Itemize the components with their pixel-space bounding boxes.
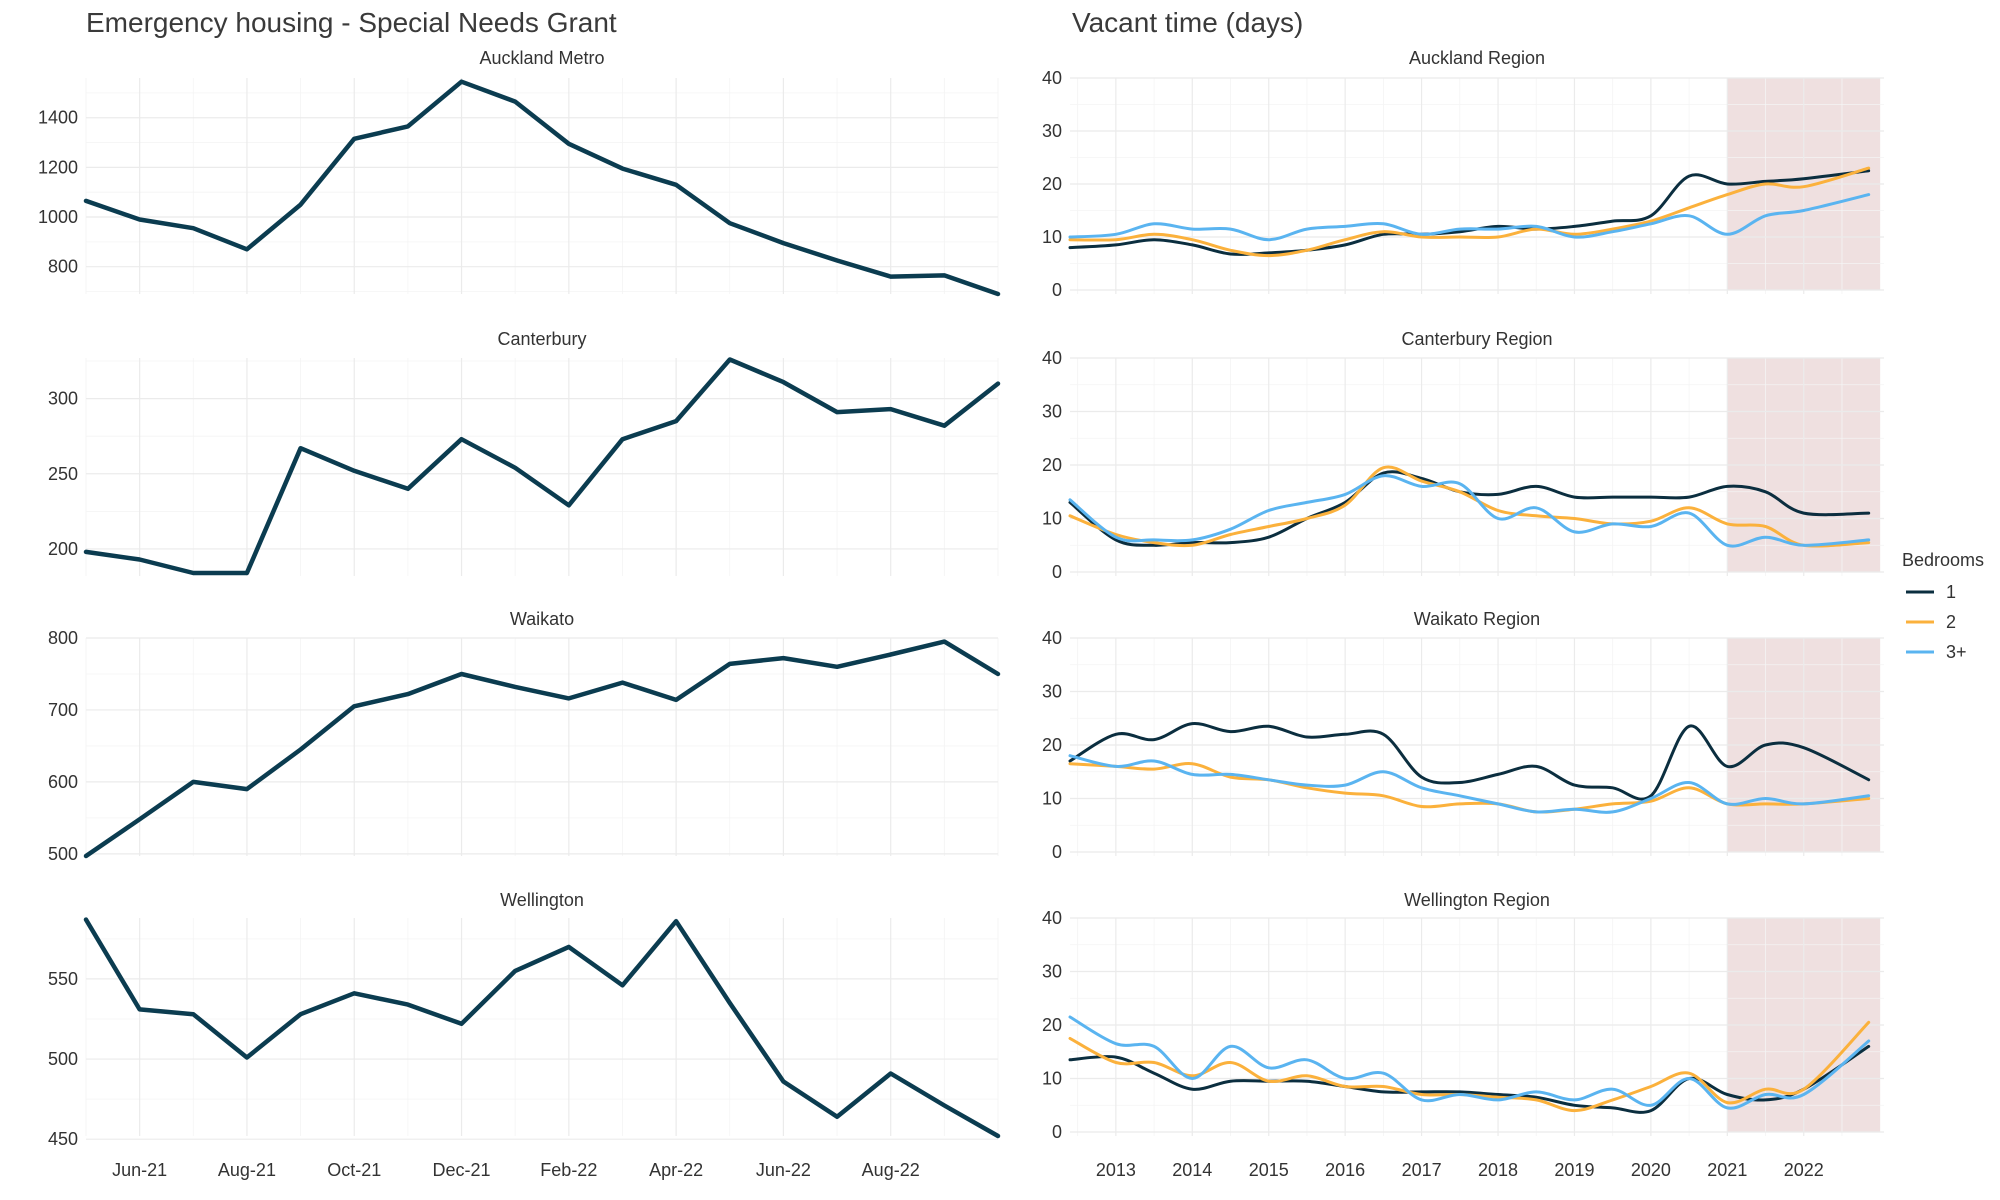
y-tick-label: 0 [1052,280,1062,300]
series-line [83,639,1001,859]
legend-label: 3+ [1946,642,1967,662]
y-tick-label: 0 [1052,1122,1062,1142]
facet-left-1: 800 1000 1200 1400 Auckland Metro [38,48,1001,297]
facet-label: Canterbury [497,329,586,349]
series-line [83,357,1001,576]
legend-item: 1 [1906,582,1956,602]
y-tick-label: 550 [48,969,78,989]
legend-item: 2 [1906,612,1956,632]
facet-label: Auckland Region [1409,48,1545,68]
y-tick-label: 10 [1042,509,1062,529]
x-tick-label: 2013 [1096,1160,1136,1180]
y-tick-label: 500 [48,1049,78,1069]
facet-left-4: 450 500 550 Wellington [48,890,1001,1149]
x-tick-label: Jun-21 [112,1160,167,1180]
x-tick-label: Aug-21 [218,1160,276,1180]
y-tick-label: 10 [1042,1069,1062,1089]
left-facets: 800 1000 1200 1400 Auckland Metro 200 250 300 Ca… [38,48,1001,1180]
x-tick-label: 2021 [1707,1160,1747,1180]
facet-label: Canterbury Region [1401,329,1552,349]
facet-right-1: 0 10 20 30 40 Auckland Region [1042,48,1884,300]
right-facets: 0 10 20 30 40 Auckland Region 0 10 20 30 40 Canterb… [1042,48,1884,1180]
y-tick-label: 800 [48,628,78,648]
x-tick-label: 2018 [1478,1160,1518,1180]
y-tick-label: 30 [1042,962,1062,982]
x-tick-label: 2022 [1784,1160,1824,1180]
series-line-1 [1068,722,1871,801]
y-tick-label: 700 [48,700,78,720]
legend-title: Bedrooms [1902,550,1984,570]
y-tick-label: 40 [1042,908,1062,928]
y-tick-label: 20 [1042,1015,1062,1035]
x-tick-label: 2014 [1172,1160,1212,1180]
y-tick-label: 40 [1042,628,1062,648]
x-tick-label: 2016 [1325,1160,1365,1180]
series-line [83,79,1001,297]
x-tick-label: Jun-22 [756,1160,811,1180]
x-tick-label: Oct-21 [327,1160,381,1180]
facet-right-4: 0 10 20 30 40 Wellington Region [1042,890,1884,1142]
facet-right-2: 0 10 20 30 40 Canterbury Region [1042,329,1884,582]
x-tick-label: 2017 [1402,1160,1442,1180]
y-tick-label: 20 [1042,455,1062,475]
y-tick-label: 450 [48,1129,78,1149]
facet-label: Auckland Metro [479,48,604,68]
facet-label: Wellington [500,890,584,910]
legend: Bedrooms 1 2 3+ [1902,550,1984,662]
x-tick-label: Aug-22 [862,1160,920,1180]
x-tick-label: 2019 [1554,1160,1594,1180]
y-tick-label: 30 [1042,682,1062,702]
legend-label: 2 [1946,612,1956,632]
y-tick-label: 20 [1042,735,1062,755]
x-tick-label: 2015 [1249,1160,1289,1180]
y-tick-label: 800 [48,257,78,277]
y-tick-label: 1200 [38,157,78,177]
y-tick-label: 200 [48,539,78,559]
y-tick-label: 30 [1042,402,1062,422]
facet-left-3: 500 600 700 800 Waikato [48,609,1001,864]
y-tick-label: 20 [1042,174,1062,194]
y-tick-label: 1000 [38,207,78,227]
legend-item: 3+ [1906,642,1967,662]
y-tick-label: 40 [1042,348,1062,368]
facet-label: Waikato Region [1414,609,1540,629]
series-line [83,917,1001,1139]
right-panel-title: Vacant time (days) [1072,7,1303,38]
x-tick-label: 2020 [1631,1160,1671,1180]
facet-right-3: 0 10 20 30 40 Waikato Region [1042,609,1884,862]
legend-label: 1 [1946,582,1956,602]
facet-left-2: 200 250 300 Canterbury [48,329,1001,576]
facet-label: Wellington Region [1404,890,1550,910]
y-tick-label: 250 [48,464,78,484]
y-tick-label: 600 [48,772,78,792]
y-tick-label: 500 [48,844,78,864]
y-tick-label: 1400 [38,108,78,128]
y-tick-label: 30 [1042,121,1062,141]
y-tick-label: 10 [1042,227,1062,247]
facet-label: Waikato [510,609,574,629]
y-tick-label: 0 [1052,842,1062,862]
y-tick-label: 10 [1042,789,1062,809]
y-tick-label: 300 [48,389,78,409]
y-tick-label: 40 [1042,68,1062,88]
left-panel-title: Emergency housing - Special Needs Grant [86,7,617,38]
x-tick-label: Apr-22 [649,1160,703,1180]
y-tick-label: 0 [1052,562,1062,582]
x-tick-label: Dec-21 [433,1160,491,1180]
x-tick-label: Feb-22 [540,1160,597,1180]
